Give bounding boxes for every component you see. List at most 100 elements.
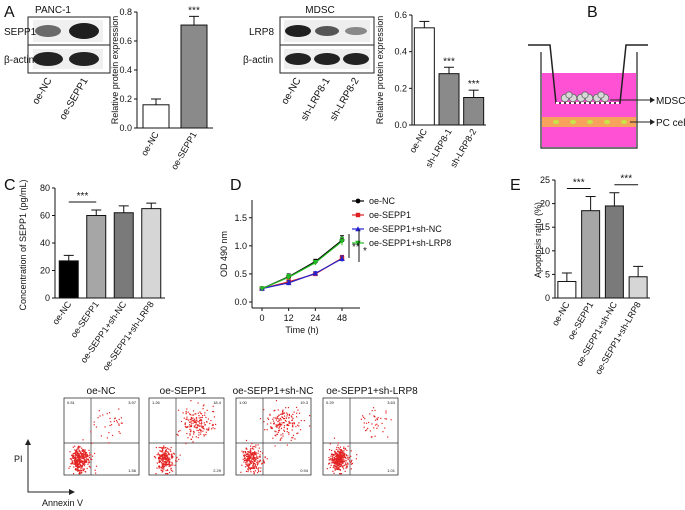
series-line xyxy=(261,258,343,290)
y-tick-label: 0.4 xyxy=(119,65,132,75)
panel-label-c: C xyxy=(4,177,16,194)
x-tick-label: oe-SEPP1 xyxy=(169,130,199,171)
events xyxy=(153,400,217,475)
bar-oe-nc xyxy=(58,260,79,299)
y-axis-label: OD 490 nm xyxy=(219,231,229,277)
data-point xyxy=(355,226,361,232)
quadrant-ul: 1.00 xyxy=(239,400,248,405)
bar-oe-sepp1 xyxy=(86,215,107,299)
quadrant-lr: 1.01 xyxy=(387,468,396,473)
y-tick-label: 1.0 xyxy=(234,241,247,251)
significance-label: *** xyxy=(468,79,480,90)
y-tick-label: 5 xyxy=(545,269,550,279)
x-tick-label: 24 xyxy=(310,313,320,323)
blot-left-row-actin: β-actin xyxy=(4,55,34,66)
y-tick-label: 40 xyxy=(40,238,50,248)
pc-cells xyxy=(553,120,627,124)
y-tick-label: 0.0 xyxy=(119,123,132,133)
bar-oe-nc xyxy=(557,280,577,299)
y-tick-label: 0.6 xyxy=(119,36,132,46)
panel-label-b: B xyxy=(587,4,598,21)
chart-e: 0 5 10 15 20 25 Apoptosis ratio (%) oe-NC oe-SEP… xyxy=(533,174,650,376)
y-axis-label: Apoptosis ratio (%) xyxy=(533,202,543,278)
y-tick-label: 0 xyxy=(545,293,550,303)
quadrant-ul: 1.26 xyxy=(152,400,161,405)
quadrant-ul: 0.29 xyxy=(326,400,335,405)
series-line xyxy=(261,240,343,290)
bar-oe-sepp1-sh-nc xyxy=(113,212,134,299)
chart-c: 0 20 40 60 80 Concentration of SEPP1 (pg/mL) o… xyxy=(18,179,165,373)
quadrant-ur: 18.4 xyxy=(213,400,222,405)
blot-left-lane-1: oe-NC xyxy=(31,76,55,107)
flow-title-4: oe-SEPP1+sh-LRP8 xyxy=(326,386,418,397)
x-axis-label: Time (h) xyxy=(285,325,318,335)
y-tick-label: 0.5 xyxy=(234,269,247,279)
y-tick-label: 20 xyxy=(40,266,50,276)
quadrant-ul: 0.51 xyxy=(67,400,76,405)
y-tick-label: 15 xyxy=(540,222,550,232)
flow-cytometry: oe-NC oe-SEPP1 oe-SEPP1+sh-NC oe-SEPP1+s… xyxy=(14,386,418,508)
band-sepp1-oe-sepp1 xyxy=(69,23,99,39)
bar-oe-sepp1 xyxy=(180,24,208,129)
flow-plot-3: 1.00 19.3 0.94 xyxy=(235,397,312,476)
blot-left-lane-2: oe-SEPP1 xyxy=(58,76,91,122)
legend-label: oe-SEPP1 xyxy=(369,210,411,220)
events xyxy=(326,407,392,475)
data-point xyxy=(312,270,319,276)
significance-label: *** xyxy=(443,56,455,67)
x-tick-label: oe-SEPP1+sh-LRP8 xyxy=(593,300,643,376)
data-point xyxy=(355,198,361,204)
data-point xyxy=(339,239,345,245)
blot-right-row-lrp8: LRP8 xyxy=(249,27,274,38)
series-oe-sepp1 xyxy=(259,254,345,291)
y-tick-label: 0.4 xyxy=(394,47,407,57)
x-tick-label: oe-NC xyxy=(550,300,572,328)
bar-oe-sepp1-sh-lrp8 xyxy=(628,276,648,299)
data-point xyxy=(339,255,345,261)
blot-left-title: PANC-1 xyxy=(35,5,71,16)
y-axis-label: Relative protein expression xyxy=(110,16,120,125)
band-lrp8-oe-nc xyxy=(285,25,311,37)
blot-right-lane-3: sh-LRP8-2 xyxy=(328,76,362,123)
series-oe-nc xyxy=(259,235,345,291)
bar-oe-sepp1 xyxy=(581,210,601,299)
quadrant-ur: 19.3 xyxy=(300,400,309,405)
band-actin-r2 xyxy=(314,53,340,65)
blot-right-lane-2: sh-LRP8-1 xyxy=(299,76,333,123)
x-tick-label: oe-NC xyxy=(407,127,429,155)
quadrant-lr: 2.29 xyxy=(213,468,222,473)
band-lrp8-sh2 xyxy=(345,27,367,35)
x-tick-label: oe-SEPP1+sh-LRP8 xyxy=(100,299,155,372)
data-point xyxy=(285,275,292,281)
medium xyxy=(542,73,636,147)
bar-sh-lrp8-1 xyxy=(438,73,460,126)
chart-a2: 0.0 0.2 0.4 0.6 Relative protein expression o… xyxy=(375,10,486,169)
y-tick-label: 0.0 xyxy=(234,297,247,307)
y-tick-label: 60 xyxy=(40,211,50,221)
quadrant-ur: 3.97 xyxy=(128,400,137,405)
y-axis-label: Relative protein expression xyxy=(375,16,385,125)
y-tick-label: 0.0 xyxy=(394,120,407,130)
y-tick-label: 10 xyxy=(540,246,550,256)
label-pc-cell: PC cell xyxy=(656,118,685,129)
plot-frame xyxy=(235,397,312,476)
x-tick-label: oe-NC xyxy=(50,299,73,326)
y-tick-label: 25 xyxy=(540,175,550,185)
x-tick-label: oe-NC xyxy=(139,130,161,158)
blot-left-row-sepp1: SEPP1 xyxy=(4,27,37,38)
legend-label: oe-SEPP1+sh-LRP8 xyxy=(369,238,451,248)
bar-oe-nc xyxy=(142,104,170,129)
panel-label-a: A xyxy=(4,4,15,21)
series-line xyxy=(261,239,343,290)
events xyxy=(68,408,123,475)
y-tick-label: 80 xyxy=(40,183,50,193)
y-tick-label: 1.5 xyxy=(234,213,247,223)
flow-title-2: oe-SEPP1 xyxy=(160,386,207,397)
flow-x-label: Annexin V xyxy=(42,498,83,508)
series-oe-sepp1-sh-lrp8 xyxy=(259,236,345,292)
bar-oe-sepp1-sh-lrp8 xyxy=(141,208,162,299)
mdsc-cells xyxy=(560,91,610,103)
y-tick-label: 0.2 xyxy=(119,94,132,104)
